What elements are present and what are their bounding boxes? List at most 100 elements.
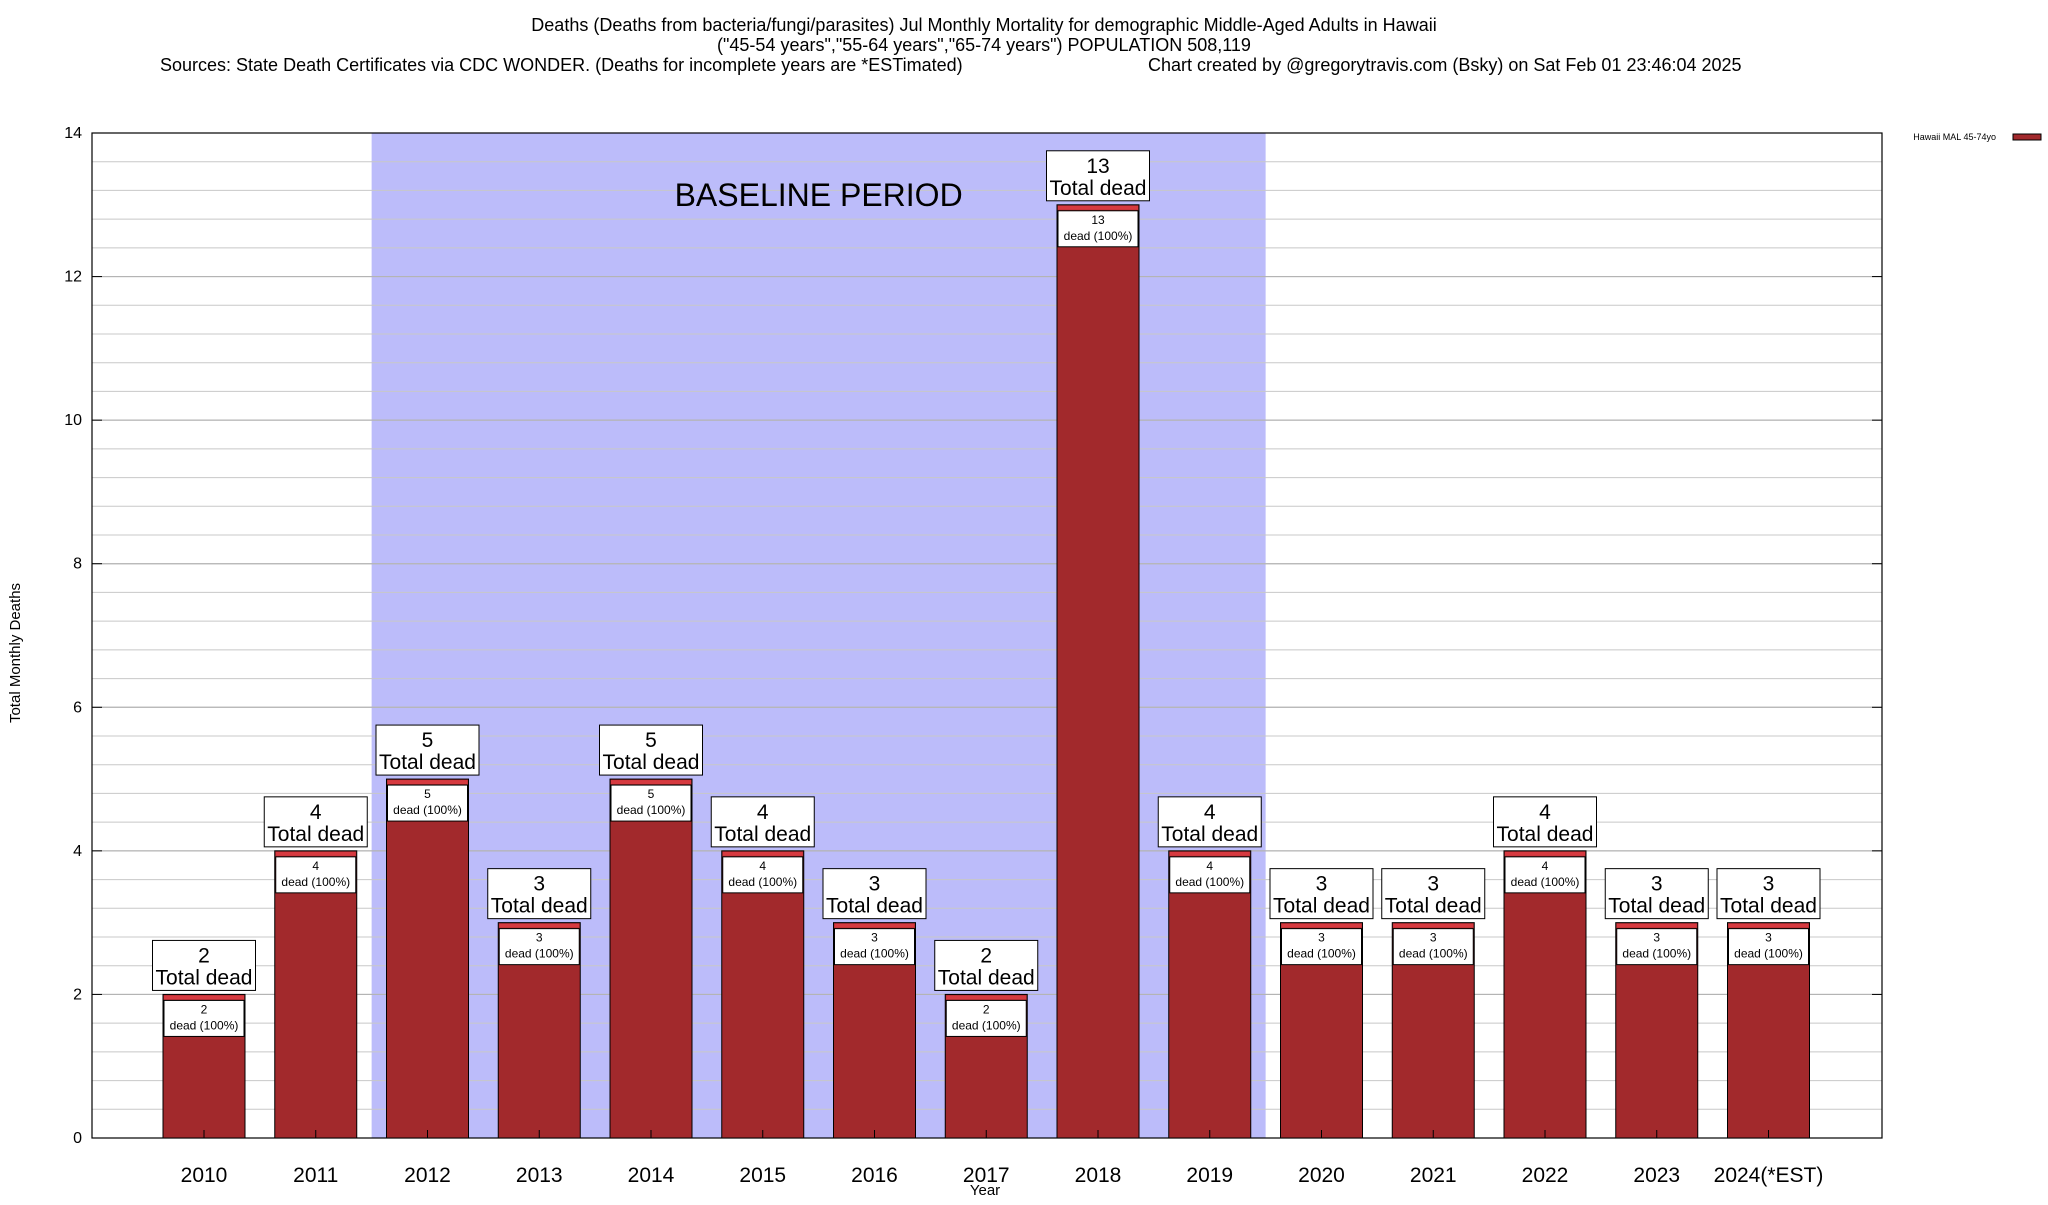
y-tick-label: 8	[73, 556, 82, 573]
y-tick-label: 14	[64, 125, 82, 142]
bar-total-count: 2	[198, 944, 210, 967]
bar	[274, 850, 358, 1139]
bar-highlight	[1505, 851, 1585, 856]
x-axis-label: Year	[970, 1182, 1000, 1199]
x-tick-label: 2018	[1075, 1164, 1122, 1187]
x-tick-label: 2015	[739, 1164, 786, 1187]
bar	[1168, 850, 1252, 1139]
x-tick-label: 2024(*EST)	[1714, 1164, 1824, 1187]
bar-total-label: Total dead	[156, 966, 253, 989]
bar-inner-label: dead (100%)	[505, 947, 574, 961]
bar-highlight	[275, 851, 356, 856]
bar-highlight	[946, 995, 1027, 1000]
bar-total-count: 2	[980, 944, 992, 967]
chart-subtitle: ("45-54 years","55-64 years","65-74 year…	[717, 35, 1251, 55]
chart-source: Sources: State Death Certificates via CD…	[160, 55, 963, 75]
bar-inner-label-box	[945, 999, 1027, 1037]
bar-inner-label-box	[1728, 928, 1809, 966]
x-tick-label: 2010	[181, 1164, 228, 1187]
bar-total-label-box	[599, 724, 703, 776]
bar-total-count: 3	[1316, 873, 1328, 896]
bar-inner-label: dead (100%)	[1064, 229, 1133, 243]
bar-total-count: 5	[645, 729, 657, 752]
chart-title: Deaths (Deaths from bacteria/fungi/paras…	[531, 15, 1436, 35]
bar-total-label-box	[1046, 150, 1150, 202]
x-tick-label: 2011	[293, 1164, 338, 1187]
bar-total-count: 3	[533, 873, 545, 896]
bar-inner-label: dead (100%)	[840, 947, 909, 961]
x-tick-label: 2014	[628, 1164, 675, 1187]
bar-inner-count: 3	[1765, 931, 1772, 945]
x-tick-label: 2016	[851, 1164, 898, 1187]
bar-total-label: Total dead	[267, 823, 364, 846]
bar-inner-label-box	[1392, 928, 1474, 966]
y-tick-label: 6	[73, 699, 82, 716]
bar-inner-count: 4	[759, 859, 766, 873]
bar-total-label-box	[1493, 796, 1597, 848]
bar-highlight	[1728, 923, 1809, 928]
bar-total-label: Total dead	[1273, 895, 1370, 918]
bar-total-count: 3	[1651, 873, 1663, 896]
x-tick-label: 2021	[1410, 1164, 1457, 1187]
bar-inner-label-box	[722, 856, 804, 894]
bar-total-count: 5	[422, 729, 434, 752]
bar-total-count: 4	[1539, 801, 1551, 824]
x-tick-label: 2023	[1633, 1164, 1680, 1187]
bar-inner-count: 4	[1542, 859, 1549, 873]
bar	[609, 778, 693, 1139]
bar-inner-label: dead (100%)	[952, 1018, 1021, 1032]
chart-credit: Chart created by @gregorytravis.com (Bsk…	[1148, 55, 1742, 75]
bar-inner-count: 4	[1206, 859, 1213, 873]
bar-highlight	[387, 780, 468, 785]
bar-total-label-box	[1716, 868, 1821, 920]
bar-inner-label-box	[387, 784, 468, 822]
x-tick-label: 2012	[404, 1164, 451, 1187]
bar-inner-label-box	[610, 784, 692, 822]
bar-highlight	[611, 780, 691, 785]
x-tick-label: 2020	[1298, 1164, 1345, 1187]
bar-inner-label-box	[163, 999, 245, 1037]
bar-total-label-box	[934, 939, 1039, 991]
bar-total-label: Total dead	[938, 966, 1035, 989]
x-tick-label: 2019	[1186, 1164, 1233, 1187]
bar-total-count: 4	[757, 801, 769, 824]
bar-total-count: 4	[310, 801, 322, 824]
bar-total-label: Total dead	[379, 751, 476, 774]
bar-inner-count: 3	[536, 931, 543, 945]
bar-inner-count: 4	[312, 859, 319, 873]
bar-inner-count: 2	[983, 1002, 990, 1016]
bar-inner-count: 2	[201, 1002, 208, 1016]
bar-highlight	[1058, 205, 1138, 210]
bar-inner-label: dead (100%)	[393, 803, 462, 817]
bar-highlight	[722, 851, 803, 856]
bar-inner-count: 13	[1091, 213, 1105, 227]
bar-inner-label-box	[498, 928, 580, 966]
bar-total-label: Total dead	[1050, 177, 1147, 200]
bar-total-label-box	[1604, 868, 1709, 920]
bar-total-count: 13	[1086, 155, 1109, 178]
bar-total-label-box	[710, 796, 815, 848]
bar-inner-label: dead (100%)	[1399, 947, 1468, 961]
x-tick-label: 2022	[1522, 1164, 1569, 1187]
bar	[1056, 204, 1140, 1139]
bar-highlight	[834, 923, 915, 928]
bar-total-label-box	[263, 796, 368, 848]
bar-inner-label: dead (100%)	[1511, 875, 1580, 889]
bar-total-label-box	[375, 724, 480, 776]
bar-total-count: 3	[869, 873, 881, 896]
bar-inner-count: 5	[648, 787, 655, 801]
y-tick-label: 12	[64, 269, 82, 286]
bar-total-label: Total dead	[1161, 823, 1258, 846]
bar-total-label: Total dead	[1497, 823, 1594, 846]
bar-highlight	[1281, 923, 1362, 928]
legend-label: Hawaii MAL 45-74yo	[1913, 132, 1996, 142]
bar-highlight	[1169, 851, 1250, 856]
bar-highlight	[1393, 923, 1474, 928]
bar-inner-label: dead (100%)	[728, 875, 797, 889]
bar-total-label-box	[487, 868, 592, 920]
bar-total-label: Total dead	[1608, 895, 1705, 918]
y-tick-label: 0	[73, 1130, 82, 1147]
bar-inner-label-box	[275, 856, 357, 894]
bar-total-label-box	[1381, 868, 1486, 920]
